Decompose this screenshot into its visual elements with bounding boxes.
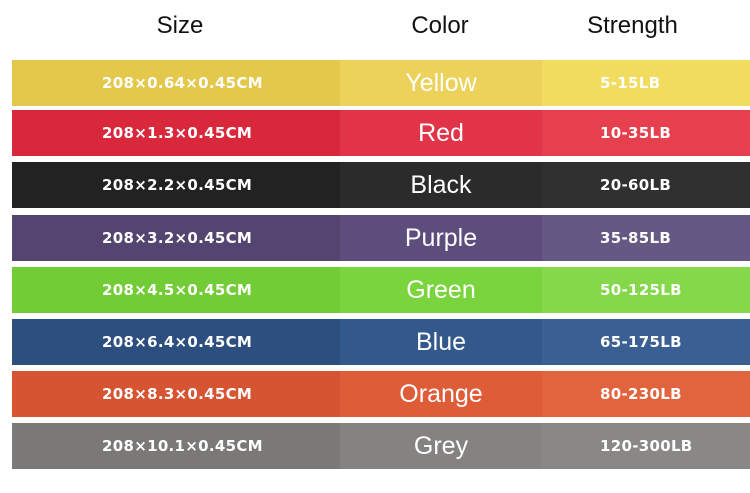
table-row: 208×2.2×0.45CM Black 20-60LB [12,162,750,208]
header-size: Size [156,12,204,39]
strength-value: 20-60LB [600,176,672,194]
strength-value: 65-175LB [600,333,682,351]
color-cell: Grey [340,423,542,469]
size-cell: 208×1.3×0.45CM [12,110,340,156]
color-value: Green [406,275,476,304]
strength-cell: 5-15LB [542,60,750,106]
size-cell: 208×4.5×0.45CM [12,267,340,313]
color-cell: Black [340,162,542,208]
strength-cell: 35-85LB [542,215,750,261]
color-cell: Purple [340,215,542,261]
size-cell: 208×6.4×0.45CM [12,319,340,365]
header-strength: Strength [587,12,678,39]
strength-value: 10-35LB [600,124,672,142]
size-cell: 208×10.1×0.45CM [12,423,340,469]
size-value: 208×1.3×0.45CM [102,124,253,142]
table-header: Size Color Strength [0,0,750,58]
table-row: 208×0.64×0.45CM Yellow 5-15LB [12,60,750,106]
strength-value: 80-230LB [600,385,682,403]
strength-value: 120-300LB [600,437,693,455]
strength-value: 50-125LB [600,281,682,299]
color-value: Black [410,170,472,199]
size-value: 208×4.5×0.45CM [102,281,253,299]
header-color: Color [411,12,469,39]
color-cell: Green [340,267,542,313]
color-value: Orange [399,379,483,408]
color-cell: Blue [340,319,542,365]
color-value: Purple [404,223,478,252]
size-value: 208×3.2×0.45CM [102,229,253,247]
size-value: 208×8.3×0.45CM [102,385,253,403]
band-table: 208×0.64×0.45CM Yellow 5-15LB 208×1.3×0.… [12,60,750,488]
size-cell: 208×0.64×0.45CM [12,60,340,106]
table-row: 208×8.3×0.45CM Orange 80-230LB [12,371,750,417]
size-value: 208×10.1×0.45CM [102,437,263,455]
strength-cell: 80-230LB [542,371,750,417]
color-cell: Yellow [340,60,542,106]
color-value: Yellow [405,68,477,97]
table-row: 208×6.4×0.45CM Blue 65-175LB [12,319,750,365]
strength-cell: 50-125LB [542,267,750,313]
color-cell: Orange [340,371,542,417]
table-row: 208×3.2×0.45CM Purple 35-85LB [12,215,750,261]
size-value: 208×0.64×0.45CM [102,74,263,92]
table-row: 208×4.5×0.45CM Green 50-125LB [12,267,750,313]
strength-cell: 65-175LB [542,319,750,365]
size-cell: 208×3.2×0.45CM [12,215,340,261]
table-row: 208×10.1×0.45CM Grey 120-300LB [12,423,750,469]
color-value: Blue [415,327,467,356]
strength-cell: 20-60LB [542,162,750,208]
strength-value: 5-15LB [600,74,661,92]
color-value: Grey [413,431,469,460]
strength-cell: 120-300LB [542,423,750,469]
size-value: 208×2.2×0.45CM [102,176,253,194]
size-cell: 208×2.2×0.45CM [12,162,340,208]
size-value: 208×6.4×0.45CM [102,333,253,351]
color-cell: Red [340,110,542,156]
strength-value: 35-85LB [600,229,672,247]
color-value: Red [418,118,464,147]
table-row: 208×1.3×0.45CM Red 10-35LB [12,110,750,156]
strength-cell: 10-35LB [542,110,750,156]
size-cell: 208×8.3×0.45CM [12,371,340,417]
